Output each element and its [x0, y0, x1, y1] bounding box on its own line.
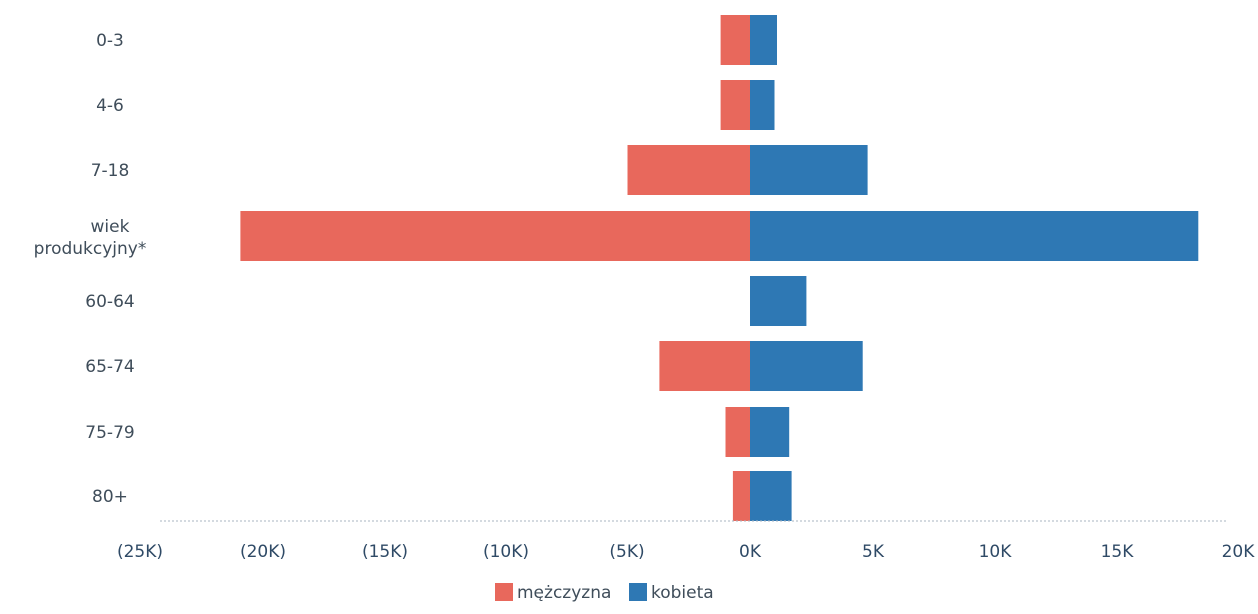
- category-labels: 0-3 4-6 7-18 wiek produkcyjny* 60-64 65-74 75-7…: [34, 31, 147, 507]
- bar-male-6: [725, 407, 750, 457]
- bar-male-3: [240, 211, 750, 261]
- x-tick-label-7: 10K: [979, 542, 1013, 562]
- x-tick-label-0: (25K): [117, 542, 163, 562]
- bar-female-3: [750, 211, 1199, 261]
- category-label-5: 65-74: [85, 357, 134, 377]
- bar-female-2: [750, 145, 868, 195]
- legend-swatch-female: [629, 583, 647, 601]
- category-label-2: 7-18: [91, 161, 130, 181]
- x-tick-label-2: (15K): [362, 542, 408, 562]
- category-label-3: wiek produkcyjny*: [34, 217, 147, 259]
- bar-male-7: [732, 471, 750, 521]
- x-tick-label-4: (5K): [609, 542, 644, 562]
- bar-male-1: [720, 80, 750, 130]
- bars-group: [240, 15, 1199, 521]
- bar-female-4: [750, 276, 807, 326]
- x-tick-label-6: 5K: [862, 542, 885, 562]
- legend-label-female: kobieta: [651, 583, 714, 603]
- category-label-0: 0-3: [96, 31, 124, 51]
- legend: mężczyzna kobieta: [495, 583, 714, 603]
- x-axis-tick-labels: (25K) (20K) (15K) (10K) (5K) 0K 5K 10K 15K 20K: [117, 542, 1255, 562]
- bar-male-0: [720, 15, 750, 65]
- bar-female-0: [750, 15, 777, 65]
- x-tick-label-8: 15K: [1101, 542, 1135, 562]
- x-tick-label-3: (10K): [483, 542, 529, 562]
- legend-label-male: mężczyzna: [517, 583, 611, 603]
- bar-female-7: [750, 471, 792, 521]
- category-label-7: 80+: [92, 487, 128, 507]
- bar-female-1: [750, 80, 775, 130]
- category-label-1: 4-6: [96, 96, 124, 116]
- bar-female-5: [750, 341, 863, 391]
- category-label-6: 75-79: [85, 423, 134, 443]
- x-tick-label-9: 20K: [1222, 542, 1256, 562]
- legend-swatch-male: [495, 583, 513, 601]
- category-label-4: 60-64: [85, 292, 134, 312]
- x-tick-label-5: 0K: [739, 542, 762, 562]
- bar-female-6: [750, 407, 790, 457]
- bar-male-5: [659, 341, 750, 391]
- bar-male-2: [627, 145, 750, 195]
- x-tick-label-1: (20K): [240, 542, 286, 562]
